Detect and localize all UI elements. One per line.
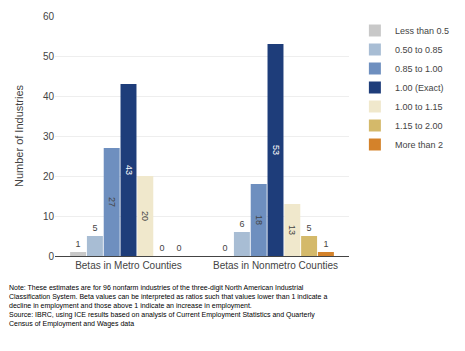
- svg-text:20: 20: [43, 171, 55, 182]
- svg-text:1.15 to 2.00: 1.15 to 2.00: [395, 121, 443, 131]
- svg-text:6: 6: [239, 219, 244, 229]
- svg-text:0: 0: [48, 251, 54, 262]
- svg-text:0.50 to 0.85: 0.50 to 0.85: [395, 45, 443, 55]
- svg-text:1: 1: [323, 239, 328, 249]
- svg-text:More than 2: More than 2: [395, 140, 443, 150]
- svg-text:0.85 to 1.00: 0.85 to 1.00: [395, 64, 443, 74]
- svg-text:5: 5: [307, 223, 312, 233]
- svg-text:1.00 (Exact): 1.00 (Exact): [395, 83, 444, 93]
- svg-text:30: 30: [43, 131, 55, 142]
- svg-text:1.00 to 1.15: 1.00 to 1.15: [395, 102, 443, 112]
- svg-text:50: 50: [43, 51, 55, 62]
- svg-text:0: 0: [176, 243, 181, 253]
- svg-text:Note: These estimates are for: Note: These estimates are for 96 nonfarm…: [9, 284, 327, 328]
- svg-text:43: 43: [124, 165, 134, 175]
- svg-text:5: 5: [92, 223, 97, 233]
- svg-text:1: 1: [76, 239, 81, 249]
- svg-text:20: 20: [140, 211, 150, 221]
- svg-text:27: 27: [107, 197, 117, 207]
- svg-text:Number of Industries: Number of Industries: [13, 84, 25, 187]
- svg-text:Betas in Nonmetro Counties: Betas in Nonmetro Counties: [213, 260, 338, 271]
- svg-text:18: 18: [254, 215, 264, 225]
- svg-text:60: 60: [43, 11, 55, 22]
- svg-text:0: 0: [160, 243, 165, 253]
- svg-text:53: 53: [271, 145, 281, 155]
- svg-text:Less than 0.5: Less than 0.5: [395, 26, 449, 36]
- svg-text:13: 13: [287, 225, 297, 235]
- svg-text:0: 0: [223, 243, 228, 253]
- svg-text:40: 40: [43, 91, 55, 102]
- svg-text:Betas in Metro Counties: Betas in Metro Counties: [75, 260, 182, 271]
- svg-text:10: 10: [43, 211, 55, 222]
